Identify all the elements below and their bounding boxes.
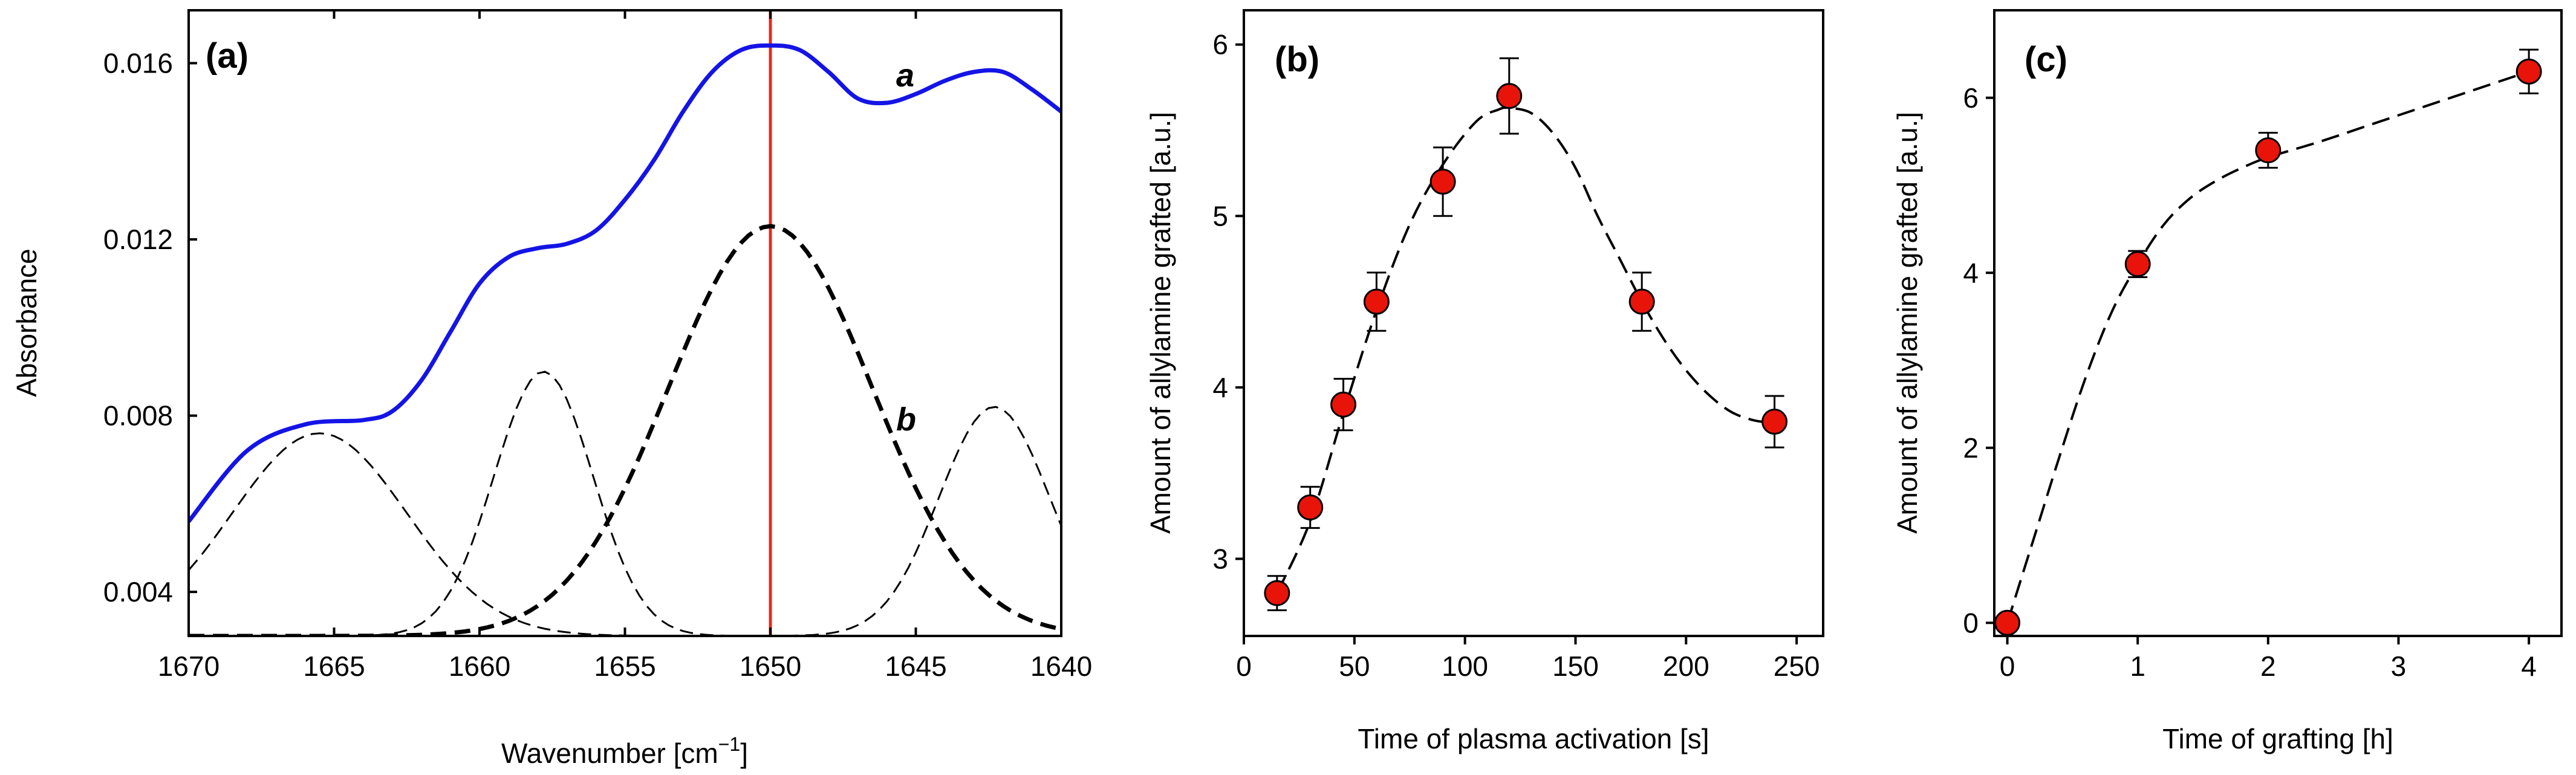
panel-a-y-ticks: 0.004 0.008 0.012 0.016 (103, 47, 197, 608)
panel-b: 0 50 100 150 200 250 3 4 5 6 (b) Time of plasma … (1145, 9, 1824, 754)
panel-c-data-point (1994, 609, 2021, 636)
panel-b-x-axis-label: Time of plasma activation [s] (1358, 723, 1709, 754)
panel-a-x-tick-label: 1660 (449, 650, 510, 682)
panel-c-x-axis-label: Time of grafting [h] (2162, 723, 2393, 754)
panel-b-label: (b) (1275, 40, 1319, 79)
panel-b-y-tick-label: 4 (1212, 372, 1228, 403)
panel-b-data-point (1761, 409, 1788, 435)
panel-c-marks (1994, 48, 2542, 636)
panel-c-data-point (2124, 251, 2151, 277)
panel-c-x-tick-label: 2 (2260, 650, 2276, 682)
curve-a-label: a (896, 57, 914, 94)
panel-b-data-point (1429, 169, 1456, 195)
panel-b-frame (1243, 9, 1824, 637)
panel-c-frame (1993, 9, 2563, 637)
panel-c-data-point (2516, 58, 2542, 85)
panel-b-data-point (1297, 494, 1324, 520)
series-component-1642-line (189, 406, 1061, 636)
panel-b-x-ticks: 0 50 100 150 200 250 (1236, 636, 1820, 682)
panel-b-y-ticks: 3 4 5 6 (1212, 29, 1244, 574)
panel-c-y-ticks: 0 2 4 6 (1963, 82, 1994, 638)
panel-b-x-tick-label: 50 (1339, 650, 1370, 682)
panel-b-y-axis-label: Amount of allylamine grafted [a.u.] (1145, 112, 1176, 534)
panel-b-x-tick-label: 150 (1552, 650, 1599, 682)
panel-b-x-tick-label: 0 (1236, 650, 1252, 682)
panel-c-y-tick-label: 4 (1963, 257, 1979, 288)
panel-c-y-tick-label: 0 (1963, 607, 1979, 638)
panel-c-y-axis-label: Amount of allylamine grafted [a.u.] (1891, 112, 1923, 534)
panel-c-fit-curve (2006, 70, 2529, 623)
panel-c: 0 1 2 3 4 0 2 4 6 (c) Time of grafting [h] Amou… (1891, 9, 2563, 754)
panel-b-marks (1264, 57, 1788, 611)
panel-a-y-tick-label: 0.008 (103, 400, 173, 432)
panel-a-x-tick-label: 1655 (594, 650, 655, 682)
panel-a-x-axis-label-superscript: −1 (718, 733, 740, 755)
panel-a-x-tick-label: 1645 (885, 650, 946, 682)
panel-c-x-tick-label: 0 (2000, 650, 2015, 682)
panel-a: 1670 1665 1660 1655 1650 1645 1640 0.0040.0080… (11, 9, 1092, 769)
panel-a-y-tick-label: 0.016 (103, 47, 173, 79)
panel-c-x-tick-label: 4 (2521, 650, 2537, 682)
panel-b-x-tick-label: 250 (1774, 650, 1820, 682)
panel-b-data-point (1496, 83, 1523, 109)
panel-a-x-tick-label: 1670 (158, 650, 220, 682)
panel-b-data-point (1363, 288, 1390, 315)
panel-a-label: (a) (206, 36, 249, 76)
panel-b-x-tick-label: 100 (1442, 650, 1488, 682)
series-a-line (189, 43, 1061, 523)
panel-b-y-tick-label: 3 (1212, 543, 1228, 574)
panel-a-y-axis-label: Absorbance (11, 248, 42, 397)
panel-a-frame (187, 9, 1062, 637)
panel-c-x-tick-label: 1 (2130, 650, 2145, 682)
panel-c-label: (c) (2025, 40, 2067, 79)
panel-b-y-tick-label: 5 (1212, 200, 1228, 232)
panel-b-data-point (1628, 288, 1655, 315)
panel-a-x-axis-label-end: ] (740, 738, 748, 769)
panel-b-y-tick-label: 6 (1212, 29, 1228, 60)
panel-a-x-tick-label: 1640 (1030, 650, 1092, 682)
panel-c-data-point (2255, 137, 2282, 164)
curve-b-label: b (896, 401, 916, 438)
panel-b-fit-curve (1275, 106, 1775, 594)
panel-a-y-tick-label: 0.004 (103, 576, 173, 608)
panel-b-data-point (1264, 580, 1290, 606)
panel-a-x-tick-label: 1665 (303, 650, 365, 682)
panel-b-x-tick-label: 200 (1663, 650, 1709, 682)
panel-b-curves (1275, 106, 1775, 594)
panel-a-x-tick-label: 1650 (740, 650, 801, 682)
panel-a-y-tick-label: 0.012 (103, 224, 173, 255)
panel-c-y-tick-label: 2 (1963, 432, 1979, 464)
panel-c-curves (2006, 70, 2529, 623)
panel-a-x-axis-label: Wavenumber [cm−1] (501, 733, 748, 769)
panel-b-data-point (1330, 391, 1357, 418)
panel-c-x-tick-label: 3 (2391, 650, 2407, 682)
panel-c-y-tick-label: 6 (1963, 82, 1979, 114)
panel-c-x-ticks: 0 1 2 3 4 (2000, 636, 2537, 682)
panel-a-x-axis-label-main: Wavenumber [cm (501, 738, 718, 769)
panel-a-x-ticks: 1670 1665 1660 1655 1650 1645 1640 (158, 10, 1092, 682)
